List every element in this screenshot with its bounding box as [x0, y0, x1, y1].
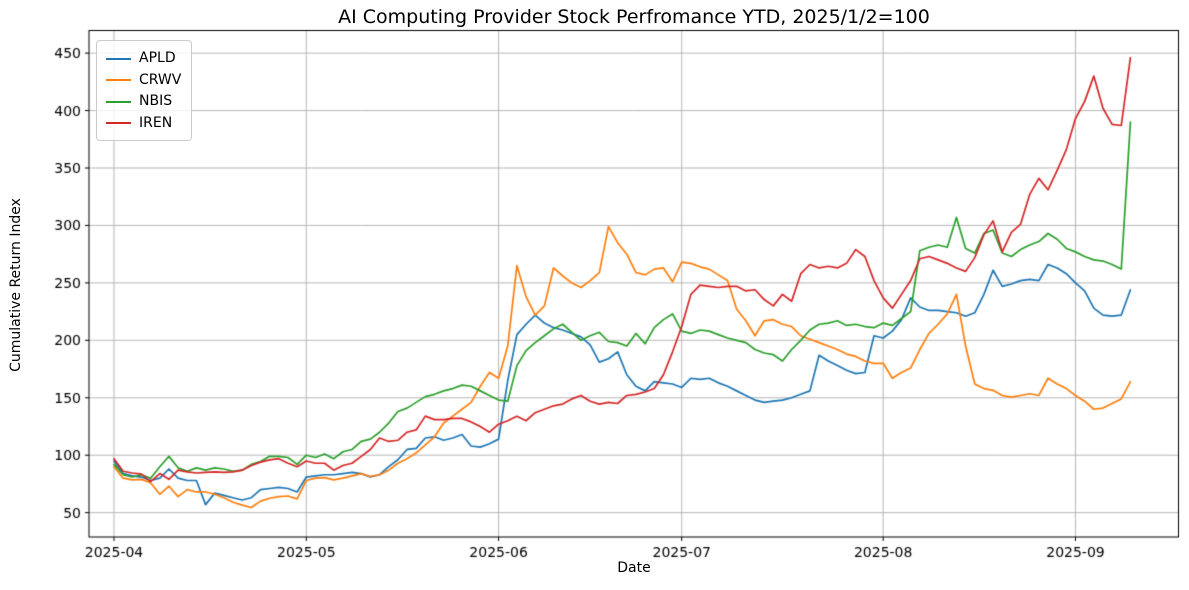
legend-item: NBIS — [106, 91, 181, 113]
legend-line-swatch — [106, 79, 131, 82]
legend-label: IREN — [139, 114, 173, 131]
x-axis-label: Date — [617, 560, 651, 576]
legend-label: CRWV — [139, 71, 182, 88]
legend-label: APLD — [139, 50, 176, 66]
legend-label: NBIS — [139, 93, 173, 109]
y-axis-label: Cumulative Return Index — [8, 198, 24, 372]
chart-title: AI Computing Provider Stock Perfromance … — [338, 6, 930, 28]
legend-line-swatch — [106, 122, 131, 125]
legend-line-swatch — [106, 100, 131, 103]
legend-item: IREN — [106, 113, 181, 135]
legend-item: CRWV — [106, 70, 181, 92]
legend-item: APLD — [106, 48, 181, 70]
legend: APLD CRWV NBIS IREN — [96, 40, 193, 141]
legend-line-swatch — [106, 57, 131, 60]
